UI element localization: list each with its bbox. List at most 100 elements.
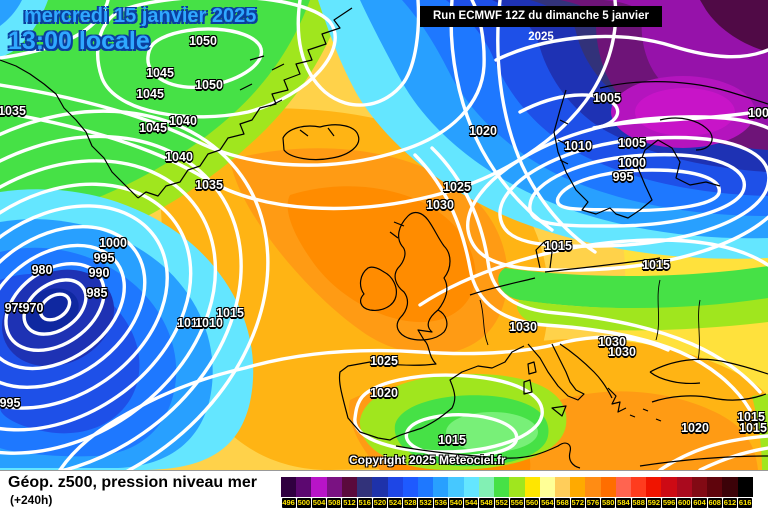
legend-color-swatch: [402, 477, 418, 497]
legend-value: 528: [403, 498, 418, 508]
footer-bar: Géop. z500, pression niveau mer (+240h) …: [0, 470, 768, 512]
isobar-label: 1000: [99, 236, 127, 250]
legend-value: 536: [433, 498, 448, 508]
legend-value: 596: [661, 498, 677, 508]
legend-color-swatch: [296, 477, 312, 497]
map-title: Géop. z500, pression niveau mer: [8, 474, 257, 491]
date-text: mercredi 15 janvier 2025: [24, 5, 257, 27]
legend-value: 544: [464, 498, 479, 508]
legend-value: 608: [707, 498, 722, 508]
legend-swatch-row: [281, 477, 753, 497]
isobar-label: 1020: [370, 386, 398, 400]
legend-color-swatch: [676, 477, 692, 497]
isobar-lines: [0, 0, 768, 470]
isobar-label: 1015: [737, 410, 765, 424]
isobar-label: 975: [4, 301, 26, 315]
isobar-label: 1030: [598, 335, 626, 349]
isobar-label: 1015: [642, 258, 670, 272]
isobar-label: 1015: [739, 421, 767, 435]
legend-value: 556: [509, 498, 524, 508]
isobar-label: 970: [22, 301, 44, 315]
legend-value: 508: [327, 498, 342, 508]
legend-value: 580: [601, 498, 616, 508]
legend-color-swatch: [417, 477, 434, 497]
isobar-label: 1005: [593, 91, 621, 105]
legend-color-swatch: [524, 477, 540, 497]
isobar-label: 1035: [195, 178, 223, 192]
isobar-label: 1045: [139, 121, 167, 135]
isobar-label: 1030: [608, 345, 636, 359]
legend-value: 560: [525, 498, 540, 508]
isobar-label: 1015: [544, 239, 572, 253]
isobar-label: 1010: [195, 316, 223, 330]
isobar-label: 1045: [146, 66, 174, 80]
isobar-label: 980: [31, 263, 53, 277]
legend-color-swatch: [387, 477, 403, 497]
legend-value: 548: [479, 498, 494, 508]
legend-value: 496: [281, 498, 296, 508]
legend-value: 532: [418, 498, 433, 508]
legend-color-swatch: [433, 477, 449, 497]
isobar-label: 1025: [443, 180, 471, 194]
legend-color-swatch: [615, 477, 632, 497]
legend-color-swatch: [311, 477, 327, 497]
legend-color-swatch: [646, 477, 662, 497]
legend-value: 604: [692, 498, 707, 508]
legend-color-swatch: [570, 477, 586, 497]
legend-color-swatch: [707, 477, 723, 497]
isobar-label: 1015: [216, 306, 244, 320]
legend-value: 524: [388, 498, 403, 508]
isobar-label: 1035: [0, 104, 26, 118]
isobar-label: 985: [86, 286, 108, 300]
legend-color-swatch: [631, 477, 647, 497]
legend-color-swatch: [463, 477, 479, 497]
copyright-text: Copyright 2025 Meteociel.fr: [349, 453, 506, 467]
legend-value: 588: [631, 498, 646, 508]
legend-color-swatch: [539, 477, 555, 497]
legend-value: 612: [722, 498, 738, 508]
isobar-label: 1010: [177, 316, 205, 330]
legend-value: 572: [570, 498, 585, 508]
legend-value: 564: [540, 498, 555, 508]
legend-color-swatch: [448, 477, 464, 497]
legend-value: 540: [448, 498, 464, 508]
coastlines: [0, 7, 768, 469]
legend-color-swatch: [494, 477, 510, 497]
legend-value: 500: [296, 498, 311, 508]
isobar-label: 1050: [195, 78, 223, 92]
legend-color-swatch: [661, 477, 677, 497]
legend-value: 516: [357, 498, 372, 508]
legend-value: 520: [372, 498, 388, 508]
legend-value: 512: [342, 498, 357, 508]
legend-color-swatch: [326, 477, 342, 497]
legend-color-swatch: [478, 477, 495, 497]
run-info-box: Run ECMWF 12Z du dimanche 5 janvier 2025: [420, 6, 662, 43]
time-text: 13:00 locale: [8, 27, 150, 55]
legend-color-swatch: [585, 477, 601, 497]
legend-value: 584: [616, 498, 631, 508]
lead-time: (+240h): [10, 493, 53, 507]
isobar-label: 1005: [748, 106, 768, 120]
legend-color-swatch: [554, 477, 571, 497]
isobar-label: 1050: [189, 34, 217, 48]
isobar-label: 990: [88, 266, 110, 280]
isobar-label: 1020: [681, 421, 709, 435]
isobar-label: 1000: [618, 156, 646, 170]
isobar-label: 1030: [426, 198, 454, 212]
isobar-label: 1020: [469, 124, 497, 138]
isobar-label: 995: [612, 170, 634, 184]
legend-color-swatch: [357, 477, 373, 497]
legend-color-swatch: [341, 477, 358, 497]
color-legend: 496 500 504 508 512 516 520 524 528 532 536 540 544 5…: [281, 477, 753, 508]
isobar-label: 1010: [564, 139, 592, 153]
legend-color-swatch: [691, 477, 708, 497]
legend-value: 600: [677, 498, 692, 508]
legend-value: 616: [738, 498, 753, 508]
legend-color-swatch: [281, 477, 297, 497]
legend-color-swatch: [600, 477, 616, 497]
isobar-label: 1025: [370, 354, 398, 368]
legend-value: 576: [585, 498, 601, 508]
legend-value: 568: [555, 498, 570, 508]
isobar-label: 1040: [165, 150, 193, 164]
